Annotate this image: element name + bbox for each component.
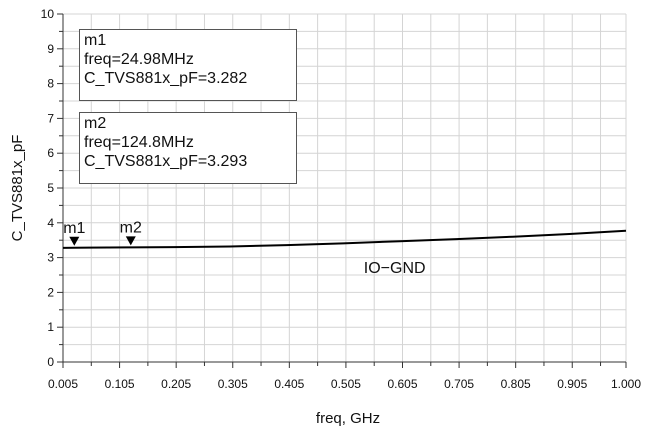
y-tick-label: 2 (47, 285, 54, 299)
y-tick-label: 1 (47, 320, 54, 334)
y-tick-label: 10 (41, 7, 55, 21)
series-layer: IO−GND (62, 229, 627, 277)
x-tick-label: 0.405 (274, 377, 304, 391)
marker-readout-m2-value: C_TVS881x_pF=3.293 (84, 153, 248, 170)
y-tick-label: 0 (47, 355, 54, 369)
marker-readout-m1-freq: freq=24.98MHz (84, 51, 194, 68)
marker-readout-m1-name: m1 (84, 32, 107, 49)
y-tick-label: 5 (47, 181, 54, 195)
y-tick-label: 4 (47, 216, 54, 230)
marker-readout-m1: m1 freq=24.98MHz C_TVS881x_pF=3.282 (79, 29, 297, 101)
x-tick-label: 1.000 (611, 377, 641, 391)
y-tick-label: 6 (47, 146, 54, 160)
marker-readout-m2-name: m2 (84, 115, 107, 132)
marker-readout-m1-value: C_TVS881x_pF=3.282 (84, 70, 248, 87)
x-axis-title: freq, GHz (316, 410, 380, 427)
x-tick-label: 0.705 (444, 377, 474, 391)
axis-ticks (57, 13, 627, 368)
marker-layer: m1 m2 (63, 219, 142, 246)
x-tick-label: 0.205 (161, 377, 191, 391)
x-tick-labels: 0.005 0.105 0.205 0.305 0.405 0.505 0.605 0.705… (48, 377, 641, 391)
y-tick-label: 7 (47, 111, 54, 125)
y-tick-label: 3 (47, 251, 54, 265)
x-tick-label: 0.105 (105, 377, 135, 391)
x-tick-label: 0.005 (48, 377, 78, 391)
marker-label: m2 (120, 219, 142, 236)
y-tick-label: 9 (47, 42, 54, 56)
series-label: IO−GND (364, 260, 426, 277)
marker-readout-m2: m2 freq=124.8MHz C_TVS881x_pF=3.293 (79, 112, 297, 184)
marker-label: m1 (63, 220, 85, 237)
x-tick-label: 0.605 (387, 377, 417, 391)
x-tick-label: 0.505 (331, 377, 361, 391)
y-tick-labels: 0 1 2 3 4 5 6 7 8 9 10 (41, 7, 55, 369)
x-tick-label: 0.905 (557, 377, 587, 391)
x-tick-label: 0.305 (218, 377, 248, 391)
x-tick-label: 0.805 (501, 377, 531, 391)
marker-triangle (69, 236, 80, 246)
y-tick-label: 8 (47, 77, 54, 91)
marker-readout-m2-freq: freq=124.8MHz (84, 134, 194, 151)
series-line (62, 229, 627, 249)
y-axis-title: C_TVS881x_pF (9, 135, 26, 242)
marker-triangle (125, 236, 136, 246)
